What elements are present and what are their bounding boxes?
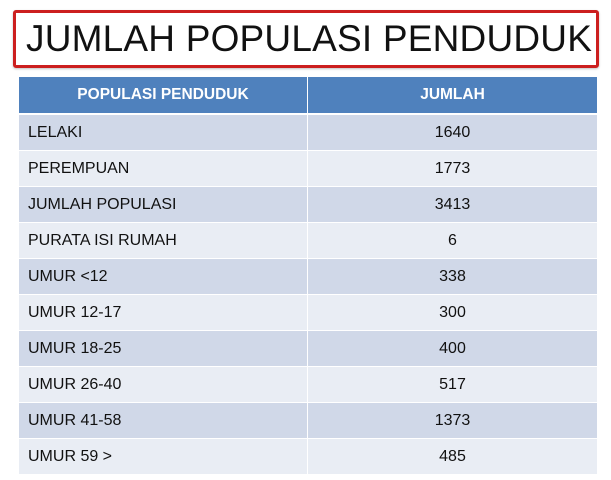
row-value: 1773	[308, 151, 597, 187]
row-label: UMUR 18-25	[19, 331, 308, 367]
row-label: UMUR 41-58	[19, 403, 308, 439]
title-box: JUMLAH POPULASI PENDUDUK	[13, 10, 599, 68]
table-row: UMUR <12 338	[19, 259, 597, 295]
table-row: PEREMPUAN 1773	[19, 151, 597, 187]
row-label: UMUR 26-40	[19, 367, 308, 403]
table-row: JUMLAH POPULASI 3413	[19, 187, 597, 223]
table-row: UMUR 12-17 300	[19, 295, 597, 331]
row-value: 1373	[308, 403, 597, 439]
row-label: LELAKI	[19, 115, 308, 151]
row-value: 300	[308, 295, 597, 331]
row-label: UMUR <12	[19, 259, 308, 295]
table-row: LELAKI 1640	[19, 115, 597, 151]
population-table: POPULASI PENDUDUK JUMLAH LELAKI 1640 PER…	[19, 77, 597, 475]
table-row: PURATA ISI RUMAH 6	[19, 223, 597, 259]
row-label: PURATA ISI RUMAH	[19, 223, 308, 259]
row-value: 6	[308, 223, 597, 259]
row-value: 1640	[308, 115, 597, 151]
table-row: UMUR 26-40 517	[19, 367, 597, 403]
row-label: JUMLAH POPULASI	[19, 187, 308, 223]
row-label: UMUR 12-17	[19, 295, 308, 331]
row-label: UMUR 59 >	[19, 439, 308, 475]
row-value: 338	[308, 259, 597, 295]
row-value: 3413	[308, 187, 597, 223]
page-title: JUMLAH POPULASI PENDUDUK	[26, 18, 593, 59]
row-value: 400	[308, 331, 597, 367]
table-row: UMUR 41-58 1373	[19, 403, 597, 439]
header-jumlah: JUMLAH	[308, 77, 597, 115]
header-populasi: POPULASI PENDUDUK	[19, 77, 308, 115]
table-row: UMUR 59 > 485	[19, 439, 597, 475]
table-row: UMUR 18-25 400	[19, 331, 597, 367]
row-value: 485	[308, 439, 597, 475]
row-value: 517	[308, 367, 597, 403]
row-label: PEREMPUAN	[19, 151, 308, 187]
table-header-row: POPULASI PENDUDUK JUMLAH	[19, 77, 597, 115]
